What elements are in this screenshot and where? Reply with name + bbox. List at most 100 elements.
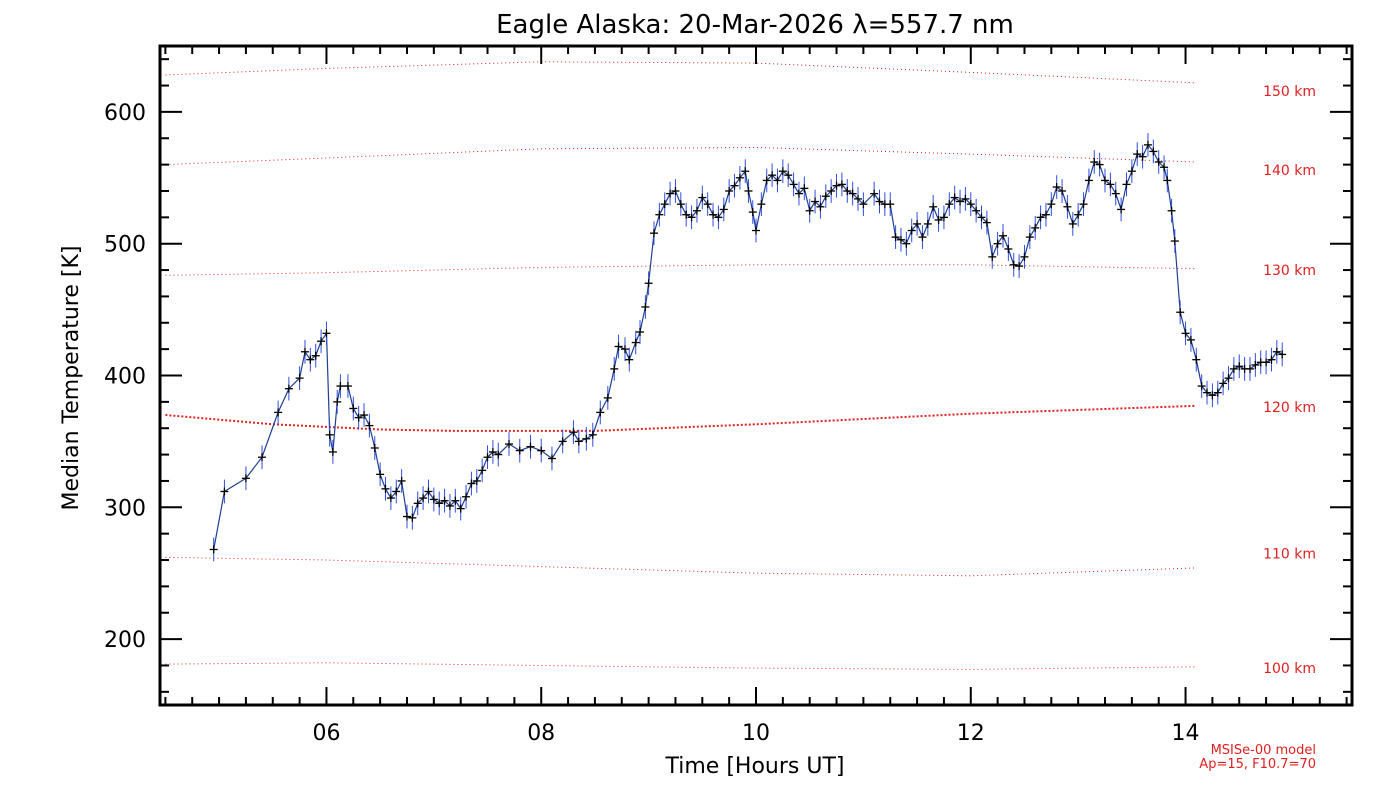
data-point [1079,192,1088,217]
data-point [258,445,267,470]
data-point [1251,353,1260,377]
data-point [582,426,591,451]
data-point [891,225,900,249]
data-point [827,179,836,203]
model-note-line-2: Ap=15, F10.7=70 [1199,757,1316,772]
data-point [752,218,760,243]
data-point [1101,168,1110,193]
data-point [392,479,401,504]
data-point [610,357,619,381]
data-point [725,179,734,203]
data-point [1149,139,1158,164]
data-point [709,202,718,227]
data-point [1245,357,1254,381]
data-point [349,396,358,421]
data-point [794,181,803,206]
data-point [832,173,841,198]
x-axis-label: Time [Hours UT] [665,754,845,779]
data-point [993,231,1002,256]
data-point [1025,225,1034,249]
x-tick-label: 14 [1172,721,1200,746]
data-point [569,420,578,445]
data-point [1133,142,1142,166]
data-point [274,400,283,425]
data-point [748,200,757,224]
data-point [1213,380,1222,405]
data-point [1111,181,1120,206]
data-point [1208,383,1217,408]
data-point [537,438,546,463]
model-curve-140km [165,146,1197,166]
data-point [913,212,922,236]
data-point [977,205,986,230]
data-point [472,469,481,493]
data-point [934,208,943,232]
data-point [435,491,444,516]
data-point [462,484,471,509]
data-point [735,165,744,190]
data-point [467,471,476,496]
data-point [1106,172,1115,197]
data-point [440,488,449,513]
data-point [494,442,503,467]
data-point [1036,205,1045,230]
data-point [1047,192,1056,217]
model-label-100km: 100 km [1263,661,1316,677]
y-tick-label: 300 [104,496,146,521]
data-point [1090,150,1099,174]
data-point [1127,159,1136,184]
data-point [655,202,664,227]
data-point [424,479,433,504]
data-point [854,187,863,211]
y-tick-label: 600 [104,101,146,126]
data-point [1074,202,1083,227]
model-label-150km: 150 km [1263,84,1316,100]
data-point [939,205,948,230]
data-point [419,486,428,510]
data-point [1235,354,1244,379]
x-tick-label: 12 [957,721,985,746]
data-point [886,192,895,217]
data-point [843,179,852,203]
data-point [998,223,1007,248]
data-point [1031,216,1040,240]
data-point [821,184,830,209]
data-point [333,389,342,414]
data-point [982,210,991,235]
data-point [596,400,605,425]
data-point [1192,347,1201,372]
data-point [730,173,739,198]
data-point [644,271,653,296]
data-point [343,374,352,398]
data-point [451,488,460,513]
data-point [714,205,723,230]
data-point [816,194,825,219]
data-point [1262,350,1271,375]
data-point [744,179,753,203]
data-point [360,403,369,427]
y-axis-label: Median Temperature [K] [59,246,84,511]
data-point [408,505,417,530]
data-point [950,185,959,210]
data-point [671,179,680,203]
data-point [961,187,970,211]
data-point [1181,321,1190,346]
data-point [988,245,997,269]
data-point [907,218,916,243]
data-point [547,446,556,471]
data-point [1278,342,1287,367]
data-point [778,159,787,184]
data-point [620,337,629,362]
data-point [386,486,395,510]
data-point [805,198,814,223]
tick-labels: 06 08 10 12 14 200 300 400 500 600 [104,101,1200,746]
data-point [687,205,696,230]
x-tick-label: 08 [527,721,555,746]
data-point [757,192,766,217]
data-point [1267,347,1276,372]
data-point [402,504,411,529]
data-point [322,321,331,346]
x-tick-label: 10 [742,721,770,746]
model-curve-100km [165,662,1197,670]
